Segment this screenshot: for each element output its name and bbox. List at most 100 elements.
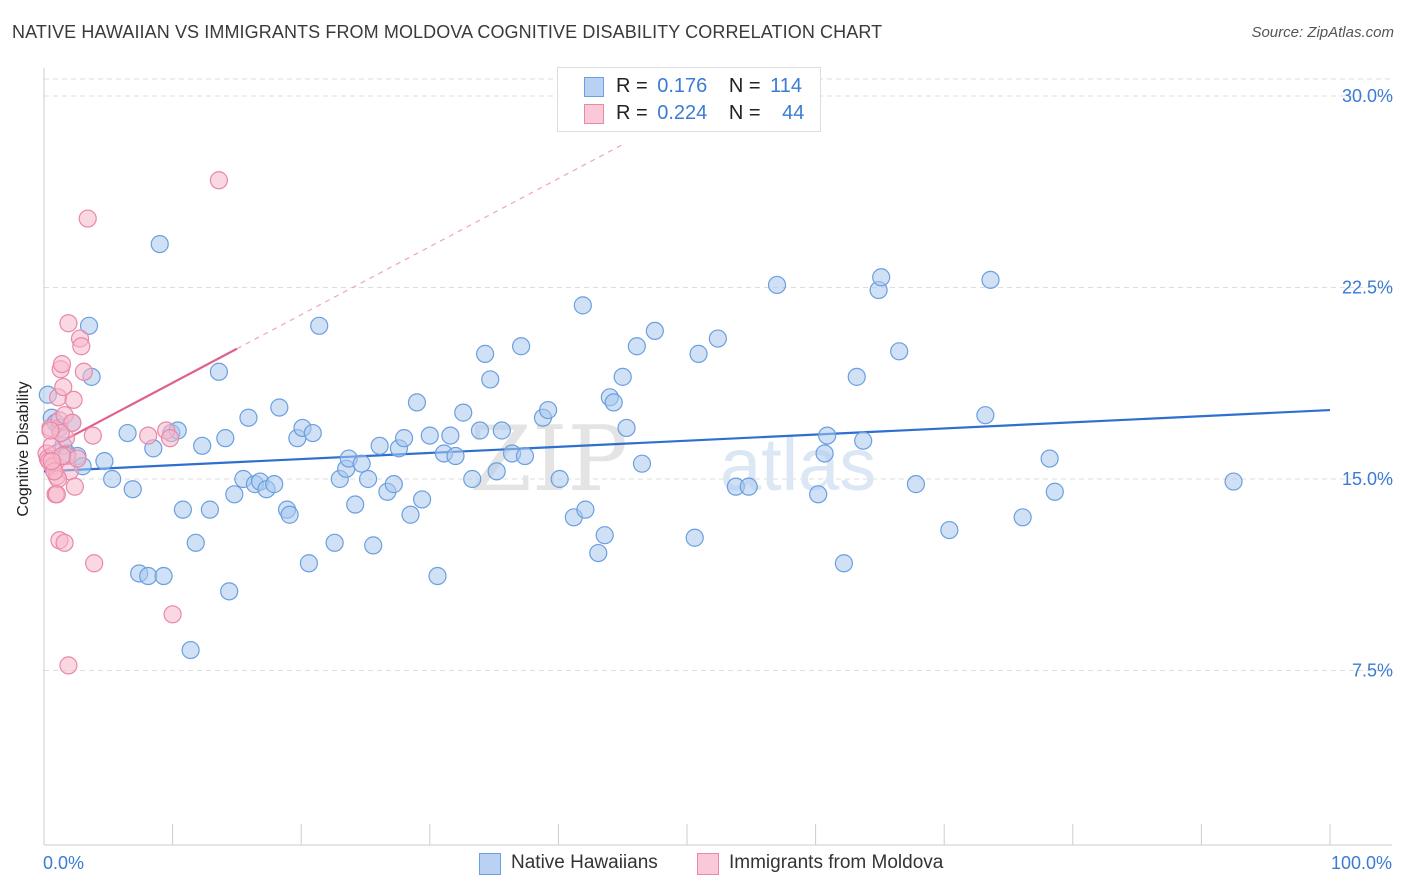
trend-line-moldova [43, 347, 238, 452]
point-native-hawaiian [604, 393, 623, 412]
point-native-hawaiian [854, 431, 873, 450]
point-moldova [72, 337, 91, 356]
n-value-pink: 44 [782, 102, 805, 124]
legend-item-moldova: Immigrants from Moldova [697, 852, 977, 876]
blue-swatch [584, 77, 604, 97]
point-native-hawaiian [270, 398, 289, 417]
point-native-hawaiian [767, 275, 787, 295]
point-native-hawaiian [872, 268, 891, 287]
point-native-hawaiian [79, 316, 99, 335]
stats-legend: R = 0.176 N = 114 R = 0.224 N = 44 [557, 67, 821, 132]
point-native-hawaiian [981, 270, 1000, 289]
point-moldova [59, 314, 78, 333]
point-native-hawaiian [193, 436, 212, 455]
point-native-hawaiian [539, 400, 558, 420]
point-native-hawaiian [420, 426, 439, 445]
legend-swatch-blue [479, 853, 501, 875]
point-native-hawaiian [154, 566, 173, 586]
point-native-hawaiian [906, 475, 926, 494]
source-credit: Source: ZipAtlas.com [1251, 24, 1394, 41]
point-native-hawaiian [352, 454, 371, 473]
point-native-hawaiian [1045, 482, 1064, 501]
point-native-hawaiian [401, 505, 420, 524]
point-native-hawaiian [428, 566, 447, 586]
y-axis-label-wrap: Cognitive Disability [14, 350, 44, 550]
point-native-hawaiian [685, 528, 704, 547]
point-moldova [85, 554, 104, 573]
point-native-hawaiian [103, 469, 122, 489]
point-native-hawaiian [150, 234, 169, 254]
point-native-hawaiian [181, 640, 200, 660]
point-native-hawaiian [487, 462, 506, 481]
point-native-hawaiian [454, 403, 473, 422]
point-native-hawaiian [818, 426, 837, 445]
point-native-hawaiian [325, 533, 344, 552]
point-native-hawaiian [512, 337, 531, 356]
tick-labels: 7.5% 15.0% 22.5% 30.0% 0.0% 100.0% [43, 86, 1393, 873]
chart-title: NATIVE HAWAIIAN VS IMMIGRANTS FROM MOLDO… [12, 22, 883, 42]
trend-extension-moldova [236, 143, 623, 350]
point-native-hawaiian [358, 469, 378, 489]
point-native-hawaiian [815, 444, 834, 463]
point-moldova [78, 209, 97, 228]
r-value-blue: 0.176 [657, 75, 708, 97]
point-native-hawaiian [412, 490, 432, 509]
y-axis-label: Cognitive Disability [15, 381, 32, 517]
point-native-hawaiian [550, 469, 569, 489]
point-moldova [42, 452, 61, 471]
point-native-hawaiian [1040, 449, 1059, 468]
point-moldova [63, 413, 82, 432]
point-native-hawaiian [280, 505, 299, 524]
point-native-hawaiian [209, 362, 228, 381]
point-native-hawaiian [470, 421, 490, 440]
point-native-hawaiian [492, 421, 511, 440]
point-native-hawaiian [613, 367, 632, 386]
point-native-hawaiian [1224, 472, 1243, 491]
point-native-hawaiian [627, 337, 646, 356]
stats-text-blue: R = 0.176 N = 114 [616, 75, 802, 98]
point-native-hawaiian [446, 446, 465, 466]
point-moldova [74, 362, 93, 381]
point-native-hawaiian [1013, 508, 1032, 527]
point-native-hawaiian [139, 566, 158, 586]
point-native-hawaiian [95, 452, 114, 471]
gridlines [44, 78, 1392, 671]
trend-lines [43, 143, 1331, 473]
point-native-hawaiian [689, 344, 708, 363]
point-native-hawaiian [976, 406, 995, 425]
point-native-hawaiian [200, 500, 219, 519]
n-label: N = [728, 102, 761, 124]
point-moldova [139, 426, 158, 445]
y-tick-label: 7.5% [1352, 661, 1393, 681]
point-native-hawaiian [617, 418, 636, 438]
point-native-hawaiian [463, 469, 482, 489]
point-moldova [160, 429, 180, 448]
point-native-hawaiian [220, 582, 239, 601]
point-native-hawaiian [225, 485, 244, 504]
stats-text-pink: R = 0.224 N = 44 [616, 102, 804, 125]
point-moldova [163, 605, 182, 624]
trend-line-native-hawaiians [43, 408, 1331, 473]
legend-item-native-hawaiians: Native Hawaiians [479, 852, 679, 876]
point-native-hawaiian [940, 520, 959, 540]
n-label: N = [728, 75, 761, 97]
point-moldova [68, 449, 87, 468]
r-label: R = [616, 75, 648, 97]
point-native-hawaiian [118, 423, 137, 443]
point-moldova [64, 390, 83, 409]
point-native-hawaiian [265, 475, 284, 494]
point-native-hawaiian [573, 296, 592, 315]
point-native-hawaiian [481, 370, 500, 389]
point-moldova [54, 377, 73, 397]
y-tick-label: 22.5% [1342, 278, 1393, 298]
point-native-hawaiian [645, 321, 664, 341]
x-tick-label: 100.0% [1331, 853, 1392, 873]
point-native-hawaiian [515, 446, 535, 466]
point-moldova [65, 477, 84, 496]
point-native-hawaiian [441, 426, 460, 445]
point-native-hawaiian [299, 554, 319, 573]
point-native-hawaiian [809, 485, 828, 504]
point-native-hawaiian [364, 536, 383, 555]
point-native-hawaiian [595, 526, 614, 545]
point-moldova [41, 421, 60, 440]
